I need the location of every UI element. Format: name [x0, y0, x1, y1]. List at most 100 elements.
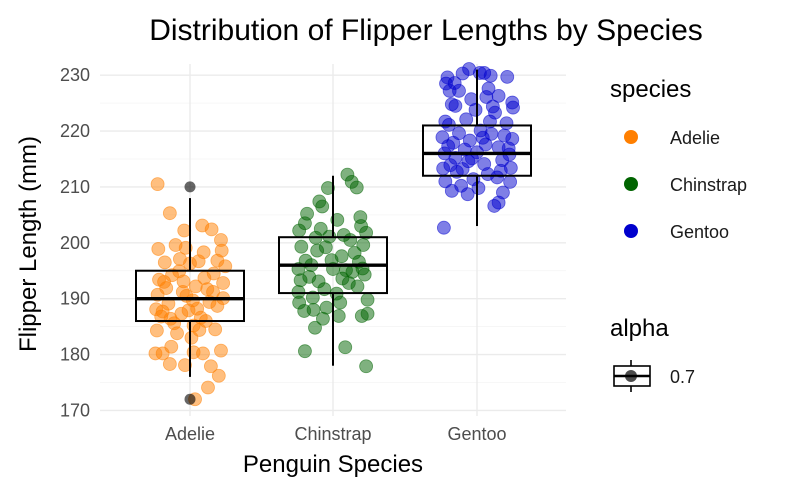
- data-point-chinstrap: [335, 271, 350, 286]
- data-point-adelie: [201, 380, 215, 395]
- boxplot-gentoo: [422, 69, 532, 227]
- data-point-adelie: [164, 339, 179, 354]
- data-point-chinstrap: [292, 223, 307, 238]
- data-point-adelie: [163, 311, 178, 326]
- data-point-adelie: [162, 357, 177, 371]
- data-point-chinstrap: [298, 344, 312, 359]
- legend-key-gentoo: [624, 224, 638, 238]
- data-point-chinstrap: [319, 300, 334, 315]
- box-iqr: [422, 124, 532, 177]
- y-tick-label: 180: [60, 345, 90, 365]
- data-point-adelie: [178, 358, 192, 373]
- legend-species-items: Adelie Chinstrap Gentoo: [624, 128, 747, 242]
- boxplot-chinstrap: [278, 175, 388, 366]
- data-point-adelie: [157, 275, 171, 289]
- data-point-chinstrap: [356, 238, 371, 252]
- boxplots: [135, 69, 532, 405]
- y-tick-label: 230: [60, 65, 90, 85]
- data-point-chinstrap: [359, 359, 374, 374]
- data-point-gentoo: [448, 99, 463, 113]
- data-point-chinstrap: [357, 267, 372, 282]
- data-point-chinstrap: [360, 292, 375, 307]
- legend-label-chinstrap: Chinstrap: [670, 175, 747, 195]
- data-point-gentoo: [471, 181, 486, 195]
- data-point-adelie: [208, 322, 223, 337]
- legend-key-adelie: [624, 130, 638, 144]
- legend-key-chinstrap: [624, 177, 638, 191]
- data-point-adelie: [218, 259, 233, 274]
- y-tick-label: 190: [60, 289, 90, 309]
- x-tick-label: Adelie: [165, 424, 215, 444]
- data-point-adelie: [196, 245, 211, 260]
- data-point-gentoo: [493, 163, 508, 178]
- legend-label-gentoo: Gentoo: [670, 222, 729, 242]
- data-point-adelie: [196, 346, 210, 361]
- legend-label-adelie: Adelie: [670, 128, 720, 148]
- data-point-adelie: [204, 222, 219, 237]
- data-point-chinstrap: [331, 309, 346, 323]
- data-point-gentoo: [499, 116, 514, 131]
- data-point-chinstrap: [338, 340, 353, 355]
- data-point-gentoo: [475, 130, 490, 145]
- data-point-chinstrap: [321, 181, 335, 195]
- data-point-adelie: [170, 326, 184, 341]
- data-point-adelie: [214, 343, 228, 358]
- data-point-adelie: [211, 368, 226, 383]
- data-point-chinstrap: [360, 306, 375, 321]
- data-point-chinstrap: [343, 233, 358, 247]
- y-axis-ticks: 170 180 190 200 210 220 230: [60, 65, 90, 420]
- boxplot-adelie: [135, 181, 245, 405]
- data-point-gentoo: [443, 158, 458, 173]
- data-point-gentoo: [436, 220, 451, 235]
- data-point-chinstrap: [308, 320, 322, 335]
- y-tick-label: 170: [60, 400, 90, 420]
- data-point-gentoo: [461, 154, 476, 169]
- data-point-adelie: [206, 266, 221, 281]
- data-point-chinstrap: [305, 290, 320, 305]
- x-tick-label: Chinstrap: [294, 424, 371, 444]
- box-iqr: [135, 269, 245, 323]
- legend-alpha-title: alpha: [610, 315, 669, 342]
- data-point-gentoo: [464, 92, 479, 107]
- outlier-point: [184, 181, 196, 193]
- chart-title: Distribution of Flipper Lengths by Speci…: [149, 14, 703, 47]
- x-axis-title: Penguin Species: [243, 451, 423, 478]
- x-tick-label: Gentoo: [447, 424, 506, 444]
- data-point-gentoo: [483, 68, 498, 83]
- data-point-chinstrap: [294, 239, 309, 254]
- data-point-adelie: [176, 274, 191, 289]
- data-point-gentoo: [497, 128, 512, 143]
- data-point-gentoo: [452, 83, 466, 98]
- data-point-adelie: [177, 223, 192, 238]
- y-axis-title: Flipper Length (mm): [15, 136, 42, 352]
- data-point-chinstrap: [349, 180, 364, 195]
- data-point-chinstrap: [333, 295, 348, 310]
- x-axis-ticks: Adelie Chinstrap Gentoo: [165, 424, 507, 444]
- data-point-gentoo: [441, 139, 456, 154]
- data-point-chinstrap: [315, 199, 330, 214]
- legend: species Adelie Chinstrap Gentoo alpha 0.7: [610, 76, 747, 392]
- data-point-adelie: [149, 323, 164, 338]
- data-point-adelie: [173, 252, 187, 266]
- data-point-gentoo: [479, 90, 494, 104]
- data-point-chinstrap: [350, 279, 365, 294]
- y-tick-label: 210: [60, 177, 90, 197]
- data-point-adelie: [151, 242, 166, 256]
- data-point-adelie: [162, 206, 177, 221]
- legend-color-title: species: [610, 76, 691, 103]
- data-points: [148, 62, 520, 407]
- data-point-chinstrap: [302, 269, 317, 284]
- data-point-gentoo: [506, 100, 520, 115]
- data-point-gentoo: [500, 69, 515, 84]
- data-point-adelie: [200, 282, 215, 297]
- data-point-adelie: [192, 323, 207, 337]
- legend-alpha-value: 0.7: [670, 367, 695, 387]
- data-point-gentoo: [487, 199, 502, 213]
- legend-alpha-key: [613, 360, 651, 392]
- data-point-chinstrap: [330, 212, 345, 227]
- data-point-adelie: [216, 276, 231, 290]
- data-point-adelie: [188, 279, 203, 294]
- data-point-adelie: [203, 359, 218, 374]
- data-point-chinstrap: [310, 243, 325, 258]
